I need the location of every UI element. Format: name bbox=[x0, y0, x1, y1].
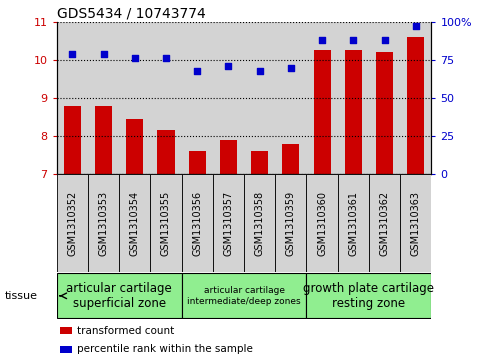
Text: growth plate cartilage
resting zone: growth plate cartilage resting zone bbox=[303, 282, 434, 310]
Bar bbox=[369, 174, 400, 272]
Bar bbox=[61, 346, 71, 352]
Bar bbox=[126, 119, 143, 174]
Bar bbox=[314, 50, 331, 174]
Bar bbox=[57, 22, 88, 174]
Bar bbox=[181, 273, 307, 318]
Text: GDS5434 / 10743774: GDS5434 / 10743774 bbox=[57, 7, 206, 21]
Bar bbox=[57, 174, 88, 272]
Bar bbox=[275, 174, 307, 272]
Text: GSM1310360: GSM1310360 bbox=[317, 191, 327, 256]
Bar bbox=[244, 174, 275, 272]
Point bbox=[287, 65, 295, 70]
Point bbox=[412, 24, 420, 29]
Bar bbox=[400, 174, 431, 272]
Point bbox=[318, 37, 326, 43]
Text: GSM1310359: GSM1310359 bbox=[286, 191, 296, 256]
Bar bbox=[213, 22, 244, 174]
Bar bbox=[282, 144, 299, 174]
Bar bbox=[307, 174, 338, 272]
Bar bbox=[338, 22, 369, 174]
Text: transformed count: transformed count bbox=[77, 326, 175, 336]
Bar bbox=[150, 174, 181, 272]
Point bbox=[193, 68, 201, 73]
Text: GSM1310363: GSM1310363 bbox=[411, 191, 421, 256]
Point bbox=[100, 51, 107, 57]
Bar bbox=[307, 273, 431, 318]
Bar bbox=[338, 174, 369, 272]
Text: GSM1310354: GSM1310354 bbox=[130, 191, 140, 256]
Bar bbox=[376, 52, 393, 174]
Bar bbox=[95, 106, 112, 174]
Text: GSM1310357: GSM1310357 bbox=[223, 191, 233, 256]
Bar bbox=[119, 22, 150, 174]
Point bbox=[162, 56, 170, 61]
Bar bbox=[400, 22, 431, 174]
Point bbox=[381, 37, 388, 43]
Text: GSM1310353: GSM1310353 bbox=[99, 191, 108, 256]
Bar bbox=[213, 174, 244, 272]
Point bbox=[69, 51, 76, 57]
Bar bbox=[407, 37, 424, 174]
Bar bbox=[220, 140, 237, 174]
Bar bbox=[369, 22, 400, 174]
Text: GSM1310361: GSM1310361 bbox=[349, 191, 358, 256]
Bar bbox=[189, 151, 206, 174]
Point bbox=[224, 63, 232, 69]
Bar bbox=[307, 22, 338, 174]
Bar bbox=[157, 130, 175, 174]
Text: GSM1310356: GSM1310356 bbox=[192, 191, 202, 256]
Text: GSM1310362: GSM1310362 bbox=[380, 191, 389, 256]
Bar bbox=[64, 106, 81, 174]
Bar bbox=[275, 22, 307, 174]
Bar bbox=[244, 22, 275, 174]
Point bbox=[131, 56, 139, 61]
Point bbox=[350, 37, 357, 43]
Text: articular cartilage
superficial zone: articular cartilage superficial zone bbox=[66, 282, 172, 310]
Bar bbox=[119, 174, 150, 272]
Text: GSM1310355: GSM1310355 bbox=[161, 191, 171, 256]
Point bbox=[256, 68, 264, 73]
Text: tissue: tissue bbox=[5, 291, 38, 301]
Bar bbox=[88, 174, 119, 272]
Bar bbox=[150, 22, 181, 174]
Text: GSM1310358: GSM1310358 bbox=[255, 191, 265, 256]
Bar bbox=[345, 50, 362, 174]
Text: articular cartilage
intermediate/deep zones: articular cartilage intermediate/deep zo… bbox=[187, 286, 301, 306]
Bar bbox=[251, 151, 268, 174]
Bar bbox=[88, 22, 119, 174]
Text: GSM1310352: GSM1310352 bbox=[68, 191, 77, 256]
Text: percentile rank within the sample: percentile rank within the sample bbox=[77, 344, 253, 354]
Bar bbox=[61, 327, 71, 334]
Bar bbox=[57, 273, 181, 318]
Bar bbox=[181, 22, 213, 174]
Bar bbox=[181, 174, 213, 272]
